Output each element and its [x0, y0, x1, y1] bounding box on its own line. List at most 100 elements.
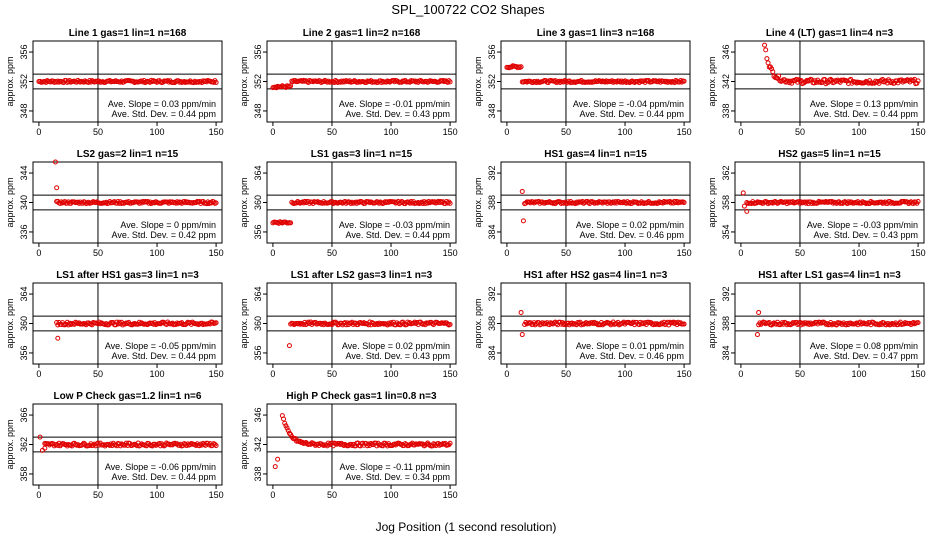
y-tick-label: 356 [253, 45, 263, 60]
y-tick-label: 392 [487, 287, 497, 302]
y-tick-label: 360 [253, 316, 263, 331]
stddev-annotation: Ave. Std. Dev. = 0.34 ppm [346, 472, 450, 482]
data-point [876, 322, 882, 328]
y-tick-label: 356 [19, 45, 29, 60]
stddev-annotation: Ave. Std. Dev. = 0.46 ppm [580, 351, 684, 361]
y-axis-label: approx. ppm [5, 177, 15, 227]
y-tick-label: 392 [721, 287, 731, 302]
y-tick-label: 352 [487, 74, 497, 89]
stddev-annotation: Ave. Std. Dev. = 0.44 ppm [580, 109, 684, 119]
x-tick-label: 50 [93, 248, 103, 258]
data-point [54, 185, 60, 191]
data-point [64, 319, 70, 325]
data-point [272, 464, 278, 470]
x-tick-label: 150 [443, 369, 458, 379]
x-tick-label: 50 [93, 369, 103, 379]
y-tick-label: 364 [253, 166, 263, 181]
figure-xlabel: Jog Position (1 second resolution) [376, 520, 557, 534]
stddev-annotation: Ave. Std. Dev. = 0.44 ppm [346, 230, 450, 240]
data-point [286, 343, 292, 349]
x-tick-label: 150 [677, 369, 692, 379]
data-point [282, 420, 288, 426]
panel: High P Check gas=1 lin=0.8 n=3 0 50 100 150 3… [239, 391, 458, 500]
x-tick-label: 0 [738, 248, 743, 258]
slope-annotation: Ave. Slope = 0.01 ppm/min [576, 341, 684, 351]
data-point [518, 64, 524, 70]
x-tick-label: 100 [150, 127, 165, 137]
y-tick-label: 362 [19, 437, 29, 452]
x-tick-label: 150 [209, 369, 224, 379]
data-point [754, 332, 760, 338]
y-axis-label: approx. ppm [5, 298, 15, 348]
data-point [770, 69, 776, 75]
x-tick-label: 50 [795, 127, 805, 137]
x-tick-label: 100 [150, 369, 165, 379]
x-tick-label: 0 [270, 369, 275, 379]
y-tick-label: 384 [487, 224, 497, 239]
x-tick-label: 0 [504, 127, 509, 137]
panel-title: Line 3 gas=1 lin=3 n=168 [537, 28, 655, 39]
data-point [447, 79, 453, 85]
stddev-annotation: Ave. Std. Dev. = 0.43 ppm [814, 230, 918, 240]
y-axis-label: approx. ppm [5, 419, 15, 469]
data-point [744, 208, 750, 214]
y-tick-label: 384 [721, 345, 731, 360]
x-tick-label: 50 [93, 127, 103, 137]
y-tick-label: 354 [721, 224, 731, 239]
x-tick-label: 50 [795, 369, 805, 379]
y-tick-label: 352 [19, 74, 29, 89]
data-point [445, 200, 451, 206]
panel: Line 4 (LT) gas=1 lin=4 n=3 0 50 100 150 338 3… [707, 28, 926, 137]
y-tick-label: 336 [19, 224, 29, 239]
x-tick-label: 50 [795, 248, 805, 258]
data-point [447, 321, 453, 327]
y-axis-label: approx. ppm [239, 419, 249, 469]
data-point [447, 200, 453, 206]
x-tick-label: 150 [677, 127, 692, 137]
y-tick-label: 344 [19, 166, 29, 181]
data-point [37, 434, 43, 440]
y-tick-label: 342 [253, 437, 263, 452]
x-tick-label: 0 [504, 369, 509, 379]
x-tick-label: 50 [561, 248, 571, 258]
data-point [42, 445, 48, 451]
y-tick-label: 348 [487, 103, 497, 118]
slope-annotation: Ave. Slope = 0.13 ppm/min [810, 99, 918, 109]
y-tick-label: 338 [721, 103, 731, 118]
data-point [388, 320, 394, 326]
y-axis-label: approx. ppm [239, 298, 249, 348]
data-point [657, 321, 663, 327]
x-tick-label: 150 [443, 490, 458, 500]
slope-annotation: Ave. Slope = -0.11 ppm/min [340, 462, 450, 472]
stddev-annotation: Ave. Std. Dev. = 0.47 ppm [814, 351, 918, 361]
x-tick-label: 100 [150, 490, 165, 500]
y-tick-label: 360 [253, 195, 263, 210]
panel-title: HS1 after LS1 gas=4 lin=1 n=3 [758, 270, 901, 281]
panel-title: Low P Check gas=1.2 lin=1 n=6 [54, 391, 202, 402]
y-tick-label: 356 [19, 345, 29, 360]
data-point [681, 200, 687, 206]
x-tick-label: 0 [36, 490, 41, 500]
y-axis-label: approx. ppm [239, 56, 249, 106]
slope-annotation: Ave. Slope = -0.01 ppm/min [339, 99, 450, 109]
y-tick-label: 342 [721, 74, 731, 89]
y-tick-label: 346 [253, 408, 263, 423]
y-tick-label: 352 [253, 74, 263, 89]
data-point [52, 159, 58, 165]
x-tick-label: 100 [384, 369, 399, 379]
slope-annotation: Ave. Slope = 0 ppm/min [120, 220, 216, 230]
stddev-annotation: Ave. Std. Dev. = 0.44 ppm [112, 472, 216, 482]
slope-annotation: Ave. Slope = 0.02 ppm/min [342, 341, 450, 351]
x-tick-label: 100 [852, 248, 867, 258]
data-point [281, 416, 287, 422]
slope-annotation: Ave. Slope = -0.05 ppm/min [105, 341, 216, 351]
y-tick-label: 388 [721, 316, 731, 331]
data-point [446, 78, 452, 84]
data-point [756, 309, 762, 315]
y-tick-label: 340 [19, 195, 29, 210]
panel: HS2 gas=5 lin=1 n=15 0 50 100 150 354 358 362 ap… [707, 149, 926, 258]
data-point [412, 319, 418, 325]
panel-title: HS1 after HS2 gas=4 lin=1 n=3 [524, 270, 668, 281]
panel: Line 3 gas=1 lin=3 n=168 0 50 100 150 348 352 3… [473, 28, 692, 137]
